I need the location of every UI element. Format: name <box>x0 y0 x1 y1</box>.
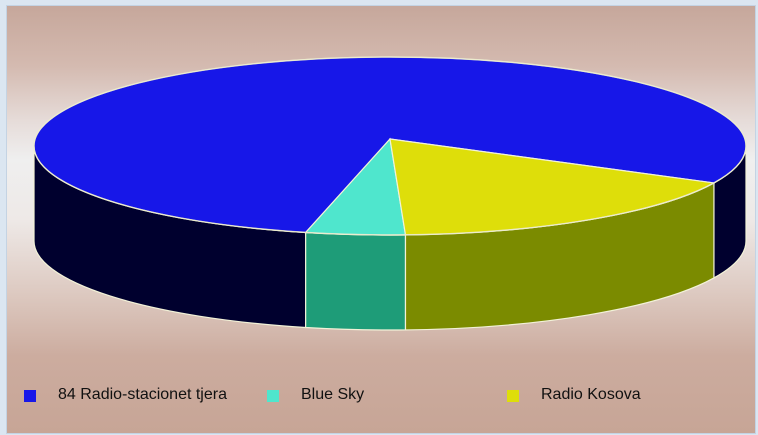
legend-item-blue-sky: Blue Sky <box>267 386 364 404</box>
legend-swatch-other-stations <box>24 390 36 402</box>
pie-chart <box>33 56 747 331</box>
chart-frame: 84 Radio-stacionet tjera Blue Sky Radio … <box>6 5 756 434</box>
legend-swatch-radio-kosova <box>507 390 519 402</box>
pie-side-blue-sky <box>305 231 407 331</box>
legend-item-radio-kosova: Radio Kosova <box>507 386 641 404</box>
legend-label-radio-kosova: Radio Kosova <box>541 386 641 403</box>
legend-label-blue-sky: Blue Sky <box>301 386 365 403</box>
legend-label-other-stations: 84 Radio-stacionet tjera <box>58 386 227 403</box>
pie-rim <box>33 56 747 236</box>
legend-swatch-blue-sky <box>267 390 279 402</box>
legend-item-other-stations: 84 Radio-stacionet tjera <box>24 386 233 404</box>
